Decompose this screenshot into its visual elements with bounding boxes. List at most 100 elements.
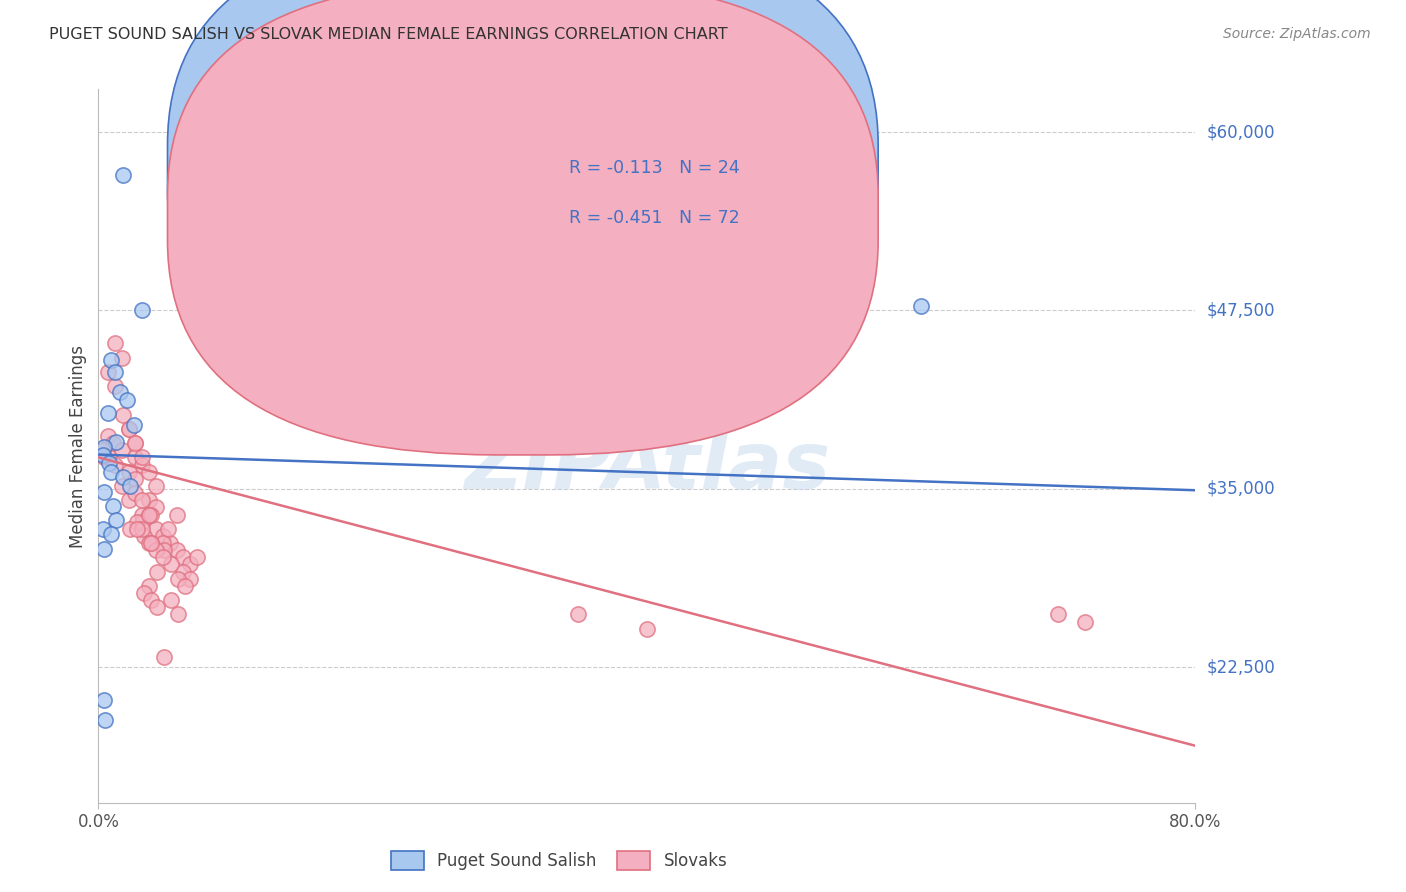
Point	[103, 499, 125, 513]
Legend: Puget Sound Salish, Slovaks: Puget Sound Salish, Slovaks	[384, 844, 734, 877]
Text: R = -0.451   N = 72: R = -0.451 N = 72	[569, 209, 740, 227]
Point	[104, 336, 127, 351]
Point	[567, 607, 589, 622]
Point	[131, 450, 153, 465]
Point	[104, 365, 127, 379]
Point	[91, 448, 114, 462]
Point	[160, 558, 183, 572]
Point	[91, 443, 114, 458]
Point	[160, 593, 183, 607]
Point	[93, 693, 115, 707]
Point	[112, 470, 135, 484]
Point	[98, 450, 121, 465]
Point	[157, 522, 180, 536]
Point	[112, 408, 135, 422]
Point	[131, 458, 153, 472]
Point	[138, 508, 160, 522]
Point	[118, 522, 141, 536]
Point	[93, 541, 115, 556]
Point	[152, 550, 174, 565]
Point	[153, 650, 176, 665]
Point	[1074, 615, 1097, 629]
Point	[118, 479, 141, 493]
Point	[124, 436, 146, 450]
Point	[103, 436, 125, 450]
Point	[131, 508, 153, 522]
Point	[105, 513, 128, 527]
Point	[104, 379, 127, 393]
Point	[131, 493, 153, 508]
Point	[138, 493, 160, 508]
Point	[131, 303, 153, 318]
Point	[145, 543, 167, 558]
Point	[124, 486, 146, 500]
Point	[105, 434, 128, 449]
Point	[124, 436, 146, 450]
Point	[97, 406, 120, 420]
Point	[167, 572, 190, 586]
Point	[139, 593, 162, 607]
FancyBboxPatch shape	[167, 0, 879, 405]
Point	[152, 529, 174, 543]
Point	[124, 450, 146, 465]
Text: $47,500: $47,500	[1206, 301, 1275, 319]
Point	[115, 393, 138, 408]
Point	[122, 417, 145, 432]
Point	[146, 565, 169, 579]
Point	[110, 384, 132, 399]
Point	[112, 168, 135, 182]
Point	[172, 565, 194, 579]
Point	[1046, 607, 1070, 622]
Point	[166, 543, 188, 558]
Point	[146, 600, 169, 615]
Point	[179, 558, 201, 572]
Point	[94, 713, 117, 727]
Point	[100, 353, 122, 368]
Point	[139, 508, 162, 522]
Text: $60,000: $60,000	[1206, 123, 1275, 141]
Point	[97, 429, 120, 443]
Text: ZIPAtlas: ZIPAtlas	[464, 428, 830, 507]
Point	[172, 550, 194, 565]
Y-axis label: Median Female Earnings: Median Female Earnings	[69, 344, 87, 548]
Point	[139, 536, 162, 550]
Point	[138, 536, 160, 550]
Point	[100, 527, 122, 541]
Point	[132, 586, 155, 600]
Point	[98, 456, 121, 470]
Point	[138, 465, 160, 479]
Point	[125, 515, 148, 529]
Point	[152, 536, 174, 550]
Point	[131, 522, 153, 536]
Text: PUGET SOUND SALISH VS SLOVAK MEDIAN FEMALE EARNINGS CORRELATION CHART: PUGET SOUND SALISH VS SLOVAK MEDIAN FEMA…	[49, 27, 728, 42]
Point	[910, 299, 932, 313]
Point	[117, 465, 139, 479]
Point	[104, 458, 127, 472]
Point	[636, 622, 658, 636]
Point	[132, 529, 155, 543]
Point	[125, 522, 148, 536]
Point	[131, 515, 153, 529]
Point	[138, 579, 160, 593]
Point	[167, 607, 190, 622]
Point	[117, 422, 139, 436]
Text: $35,000: $35,000	[1206, 480, 1275, 498]
Point	[91, 522, 114, 536]
Point	[145, 479, 167, 493]
FancyBboxPatch shape	[471, 118, 785, 268]
Point	[111, 351, 134, 365]
Point	[179, 572, 201, 586]
Point	[111, 443, 134, 458]
Point	[186, 550, 208, 565]
Point	[173, 579, 195, 593]
Point	[93, 484, 115, 499]
Point	[153, 543, 176, 558]
Point	[166, 508, 188, 522]
Point	[124, 472, 146, 486]
Text: R = -0.113   N = 24: R = -0.113 N = 24	[569, 159, 740, 177]
Point	[138, 508, 160, 522]
Point	[139, 536, 162, 550]
Point	[145, 522, 167, 536]
Point	[159, 536, 181, 550]
Point	[111, 479, 134, 493]
